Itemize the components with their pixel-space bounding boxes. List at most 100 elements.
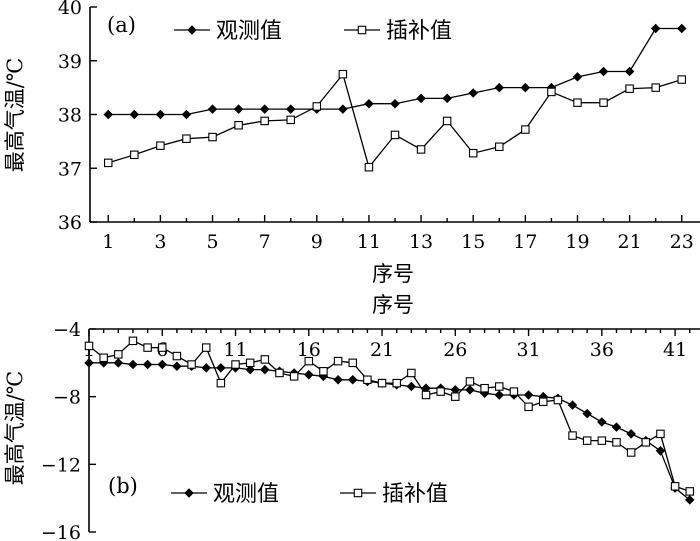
panel-b-imputed-point xyxy=(641,438,651,447)
panel-b-imputed-point xyxy=(114,350,123,359)
panel-a-x-axis-label: 序号 xyxy=(372,262,414,286)
panel-b-observed-point xyxy=(304,369,314,380)
panel-b-label: (b) xyxy=(108,474,138,498)
panel-b-imputed-point xyxy=(421,390,431,400)
panel-a-imputed-point xyxy=(260,116,269,126)
panel-a-observed-point xyxy=(442,93,452,104)
panel-a-legend-observed-marker xyxy=(187,25,197,35)
panel-a-y-axis-label: 最高气温/℃ xyxy=(3,58,27,173)
panel-b-imputed-point xyxy=(363,375,372,384)
panel-a-imputed-point xyxy=(312,102,322,111)
panel-a-legend-imputed: 插补值 xyxy=(344,19,452,44)
panel-a-observed-point xyxy=(103,109,114,120)
panel-a-y-tick-label: 39 xyxy=(58,51,82,73)
panel-b-imputed-point xyxy=(231,360,240,369)
panel-b-imputed-point xyxy=(524,402,533,412)
panel-b-x-tick-label: 21 xyxy=(370,339,394,361)
panel-b-imputed-point xyxy=(626,448,636,457)
panel-b-x-tick-label: 41 xyxy=(663,339,687,361)
panel-b-x-tick-label: 11 xyxy=(223,339,247,361)
panel-b-imputed-point xyxy=(377,378,387,388)
panel-b-legend-observed: 观测值 xyxy=(171,482,279,507)
panel-b-observed-point xyxy=(465,385,475,395)
panel-b-legend-imputed-label: 插补值 xyxy=(382,482,448,507)
panel-a-x-tick-label: 3 xyxy=(154,231,166,253)
panel-a-x-tick-label: 19 xyxy=(565,231,589,253)
panel-b: (b) 序号 最高气温/℃ xyxy=(3,293,414,498)
panel-b-imputed-point xyxy=(172,351,182,361)
panel-b-observed-point xyxy=(201,363,211,373)
panel-a-observed-point xyxy=(338,104,348,114)
panel-b-plot: −4−8−12−161611162126313641观测值插补值 xyxy=(41,319,700,541)
panel-a-observed-point xyxy=(598,66,609,77)
panel-a-imputed-point xyxy=(364,162,374,172)
panel-a-imputed-point xyxy=(495,142,504,152)
panel-a-imputed-point xyxy=(547,87,556,97)
panel-a-imputed-point xyxy=(338,69,348,79)
panel-a: (a) 序号 最高气温/℃ xyxy=(3,13,414,286)
panel-b-x-tick-label: 16 xyxy=(297,339,321,361)
panel-a-imputed-point xyxy=(156,141,165,150)
panel-b-imputed-point xyxy=(392,378,401,388)
panel-a-imputed-point xyxy=(130,150,139,160)
panel-b-x-tick-label: 26 xyxy=(443,339,467,361)
panel-b-imputed-point xyxy=(216,378,226,388)
panel-a-observed-point xyxy=(676,23,687,34)
panel-b-y-tick-label: −16 xyxy=(41,522,81,541)
panel-a-imputed-point xyxy=(182,134,191,143)
panel-b-imputed-point xyxy=(436,387,445,396)
panel-b-imputed-point xyxy=(187,360,196,369)
panel-a-observed-point xyxy=(572,72,583,82)
panel-a-y-tick-label: 38 xyxy=(58,105,82,127)
panel-a-x-tick-label: 17 xyxy=(513,231,537,253)
panel-b-observed-point xyxy=(172,361,182,371)
panel-b-imputed-point xyxy=(348,358,357,368)
panel-a-observed-point xyxy=(207,104,218,114)
panel-b-imputed-point xyxy=(538,397,548,406)
panel-b-legend-observed-marker xyxy=(184,488,194,498)
panel-a-imputed-point xyxy=(234,121,243,130)
panel-b-observed-point xyxy=(142,359,153,370)
panel-a-observed-point xyxy=(494,82,505,93)
panel-a-y-tick-label: 40 xyxy=(58,0,82,19)
panel-a-observed-point xyxy=(259,104,270,114)
panel-b-imputed-point xyxy=(553,395,563,405)
panel-a-observed-point xyxy=(155,109,166,120)
panel-b-observed-point xyxy=(113,358,124,368)
panel-a-legend-imputed-label: 插补值 xyxy=(386,19,452,44)
panel-a-y-tick-label: 36 xyxy=(58,212,82,234)
panel-a-x-tick-label: 5 xyxy=(206,231,218,253)
panel-b-imputed-point xyxy=(582,436,592,445)
panel-a-observed-point xyxy=(285,104,296,114)
panel-a-x-tick-label: 13 xyxy=(409,231,433,253)
panel-a-imputed-point xyxy=(625,84,634,93)
panel-b-observed-point xyxy=(245,364,255,375)
panel-b-imputed-point xyxy=(333,356,343,366)
panel-b-observed-point xyxy=(84,358,94,368)
panel-a-imputed-point xyxy=(208,132,217,142)
panel-b-imputed-point xyxy=(495,382,504,391)
panel-a-observed-point xyxy=(181,109,192,120)
panel-b-observed-point xyxy=(406,381,417,392)
panel-a-series-observed xyxy=(103,23,687,120)
panel-b-imputed-point xyxy=(465,377,475,386)
panel-b-y-tick-label: −8 xyxy=(53,387,81,409)
panel-b-imputed-point xyxy=(84,341,94,351)
panel-b-imputed-point xyxy=(407,368,416,378)
panel-b-legend-imputed: 插补值 xyxy=(340,482,448,507)
panel-b-imputed-point xyxy=(128,336,138,346)
panel-b-imputed-point xyxy=(480,383,489,393)
panel-b-observed-point xyxy=(523,390,534,400)
panel-b-imputed-point xyxy=(685,487,694,496)
panel-b-imputed-point xyxy=(568,431,577,440)
panel-a-legend-observed-label: 观测值 xyxy=(216,19,282,44)
panel-a-y-tick-label: 37 xyxy=(58,158,82,180)
panel-b-y-tick-label: −4 xyxy=(53,319,81,341)
panel-b-observed-point xyxy=(582,408,592,419)
panel-b-imputed-point xyxy=(656,429,665,439)
panel-b-legend-observed-label: 观测值 xyxy=(213,482,279,507)
panel-b-imputed-point xyxy=(451,392,460,401)
